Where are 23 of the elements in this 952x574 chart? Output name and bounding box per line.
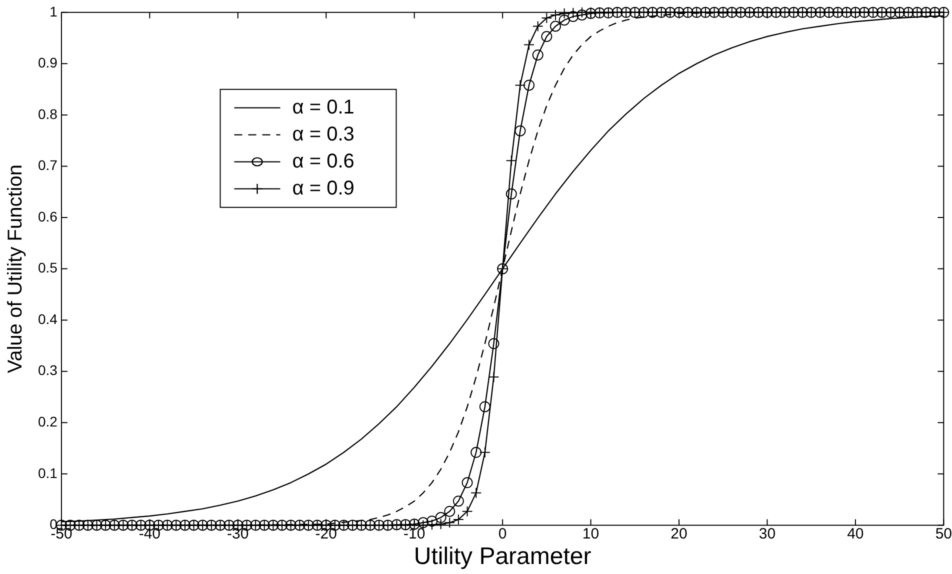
x-tick-label: -10 bbox=[403, 525, 426, 542]
y-tick-label: 0.5 bbox=[38, 260, 58, 276]
y-axis-title: Value of Utility Function bbox=[4, 164, 27, 374]
x-tick-label: 40 bbox=[847, 525, 864, 542]
x-tick-label: 10 bbox=[582, 525, 600, 542]
y-tick-label: 0.8 bbox=[38, 106, 58, 122]
legend-label: α = 0.1 bbox=[292, 96, 354, 118]
y-tick-label: 0.7 bbox=[38, 157, 58, 174]
x-tick-label: 50 bbox=[935, 525, 952, 542]
y-tick-label: 1 bbox=[50, 3, 58, 20]
x-axis-title: Utility Parameter bbox=[414, 543, 592, 570]
legend-label: α = 0.9 bbox=[292, 177, 354, 200]
legend-label: α = 0.6 bbox=[292, 150, 354, 172]
x-tick-label: 30 bbox=[758, 525, 776, 542]
legend-label: α = 0.3 bbox=[292, 123, 354, 146]
y-tick-label: 0.1 bbox=[38, 464, 58, 481]
y-tick-label: 0.4 bbox=[38, 310, 58, 327]
y-tick-label: 0.2 bbox=[38, 414, 58, 430]
x-tick-label: 0 bbox=[498, 525, 507, 542]
y-tick-label: 0.6 bbox=[38, 208, 58, 224]
y-tick-label: 0.3 bbox=[38, 362, 58, 378]
y-tick-label: 0.9 bbox=[38, 54, 58, 71]
x-tick-label: 20 bbox=[670, 525, 688, 542]
